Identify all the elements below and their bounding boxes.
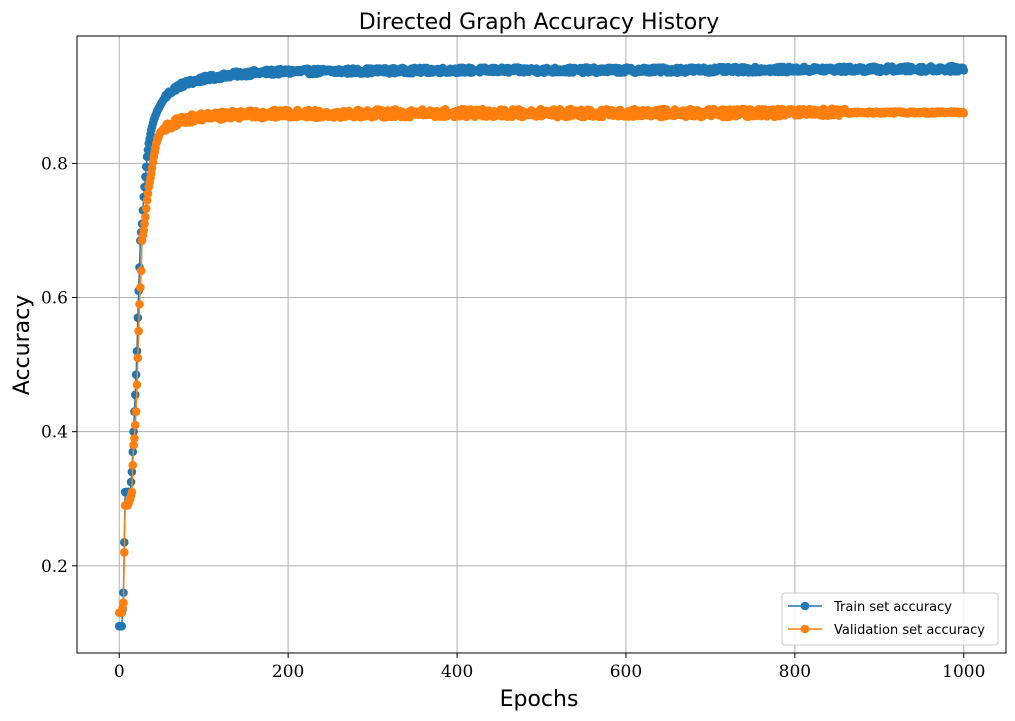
data-point [134,326,143,336]
x-tick-label: 400 [441,662,473,682]
data-point [139,226,149,235]
data-point [117,621,127,631]
legend: Train set accuracy Validation set accurac… [781,592,999,646]
data-point [133,313,143,322]
data-point [135,299,144,309]
data-point [128,460,138,470]
data-point [119,548,129,557]
data-point [141,212,150,222]
legend-marker [800,601,810,611]
data-point [136,283,145,292]
x-axis-label: Epochs [500,687,579,712]
data-point [127,487,137,497]
y-tick-label: 0.2 [41,557,68,577]
x-tick-label: 200 [272,662,304,682]
legend-label: Train set accuracy [833,600,952,615]
data-point [131,407,141,416]
data-point [119,598,128,607]
series-1 [114,104,969,618]
data-point [141,204,151,213]
plot-frame [76,35,1007,654]
data-point [142,196,152,205]
data-point [130,420,140,430]
y-tick-label: 0.6 [41,289,68,309]
data-point [133,353,143,363]
data-point [136,266,146,276]
legend-marker [800,624,810,634]
data-point [132,346,142,356]
ticks: 0 200 400 600 800 1000 0.2 0.4 0.6 0.8 [41,154,985,682]
data-point [143,189,153,198]
series-0 [114,61,969,631]
data-point [126,477,136,487]
chart-title: Directed Graph Accuracy History [359,10,720,35]
data-point [143,145,153,155]
data-point [140,219,149,229]
legend-box [781,592,999,646]
data-point [959,66,969,75]
data-point [130,434,139,443]
data-point [959,109,969,118]
data-point [142,152,152,162]
x-tick-label: 600 [610,662,642,682]
y-axis-label: Accuracy [10,295,35,395]
data-point [132,380,142,390]
y-tick-label: 0.8 [41,154,68,174]
y-tick-label: 0.4 [41,423,68,443]
x-tick-label: 800 [779,662,811,682]
x-tick-label: 1000 [942,662,985,682]
data-point [129,440,138,450]
series-layer [114,61,969,631]
grid [77,36,1006,653]
legend-label: Validation set accuracy [834,623,985,638]
data-point [131,370,141,379]
data-point [130,390,140,400]
x-tick-label: 0 [114,662,125,682]
